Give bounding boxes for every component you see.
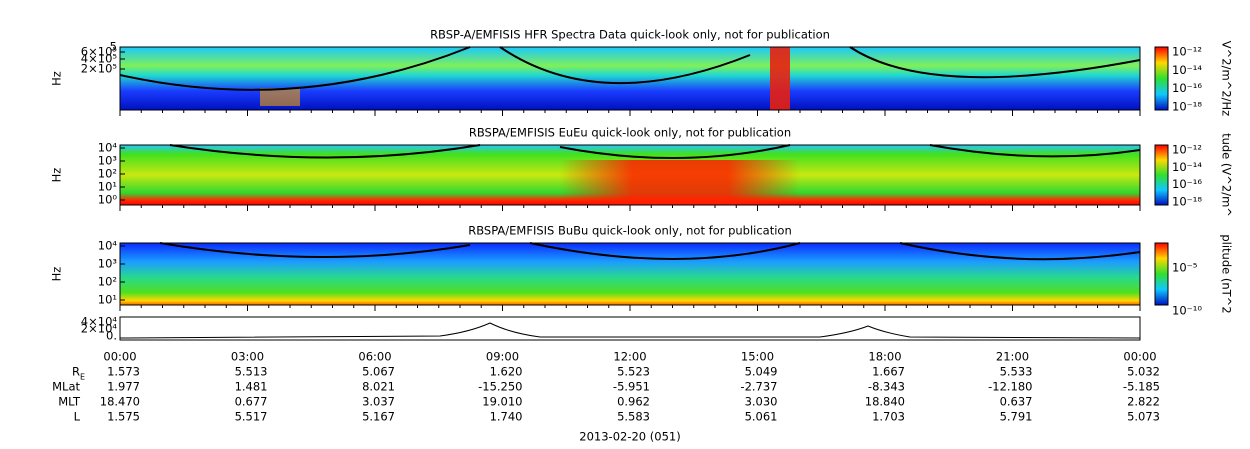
y-tick-label: 10³ bbox=[98, 257, 118, 271]
y-tick-label: 10² bbox=[98, 275, 117, 289]
ephemeris-value: 8.021 bbox=[362, 380, 395, 394]
ephemeris-value: 2.822 bbox=[1127, 395, 1160, 409]
ephemeris-value: 0.677 bbox=[235, 395, 268, 409]
y-axis-label: Hz bbox=[50, 267, 64, 282]
colorbar-tick-label: 10⁻¹⁸ bbox=[1172, 100, 1202, 114]
panel-title: RBSP-A/EMFISIS HFR Spectra Data quick-lo… bbox=[430, 28, 830, 42]
ephemeris-label-subscript: E bbox=[80, 373, 85, 382]
colorbar-tick-label: 10⁻¹⁴ bbox=[1172, 160, 1202, 174]
ephemeris-value: 1.481 bbox=[235, 380, 268, 394]
ephemeris-value: 5.791 bbox=[1000, 410, 1033, 424]
ephemeris-label: R bbox=[72, 365, 80, 379]
y-tick-label: 10² bbox=[98, 167, 117, 181]
ephemeris-value: 5.067 bbox=[362, 365, 395, 379]
ephemeris-value: -12.180 bbox=[988, 380, 1032, 394]
ephemeris-value: 5.583 bbox=[617, 410, 650, 424]
ephemeris-value: 0.962 bbox=[617, 395, 650, 409]
ephemeris-label: MLT bbox=[58, 395, 81, 409]
colorbar-tick-label: 10⁻¹⁶ bbox=[1172, 177, 1202, 191]
ephemeris-value: 1.667 bbox=[872, 365, 905, 379]
colorbar-tick-label: 10⁻¹⁸ bbox=[1172, 195, 1202, 209]
ephemeris-value: -15.250 bbox=[478, 380, 522, 394]
y-tick-label: 10⁰ bbox=[98, 193, 118, 207]
time-label: 18:00 bbox=[868, 350, 901, 364]
colorbar bbox=[1154, 242, 1169, 306]
ephemeris-value: 1.740 bbox=[490, 410, 523, 424]
y-tick-label: 10³ bbox=[98, 154, 118, 168]
panel-title: RBSPA/EMFISIS EuEu quick-look only, not … bbox=[469, 126, 791, 140]
y-tick-label: 5 bbox=[110, 40, 117, 54]
colorbar-tick-label: 10⁻¹² bbox=[1172, 45, 1202, 59]
y-axis-label: Hz bbox=[50, 71, 64, 86]
y-tick-label: 0. bbox=[106, 329, 117, 343]
ephemeris-value: 5.523 bbox=[617, 365, 650, 379]
ephemeris-label: MLat bbox=[52, 380, 80, 394]
ephemeris-value: -8.343 bbox=[868, 380, 905, 394]
y-tick-label: 10⁴ bbox=[98, 141, 118, 155]
ephemeris-value: 1.977 bbox=[107, 380, 140, 394]
colorbar-tick-label: 10⁻¹⁰ bbox=[1172, 304, 1202, 318]
ephemeris-value: -5.951 bbox=[613, 380, 650, 394]
ephemeris-value: -5.185 bbox=[1123, 380, 1160, 394]
time-label: 06:00 bbox=[358, 350, 391, 364]
y-tick-label: 10¹ bbox=[98, 180, 117, 194]
y-tick-label: 4×10⁴ bbox=[81, 315, 118, 329]
colorbar bbox=[1154, 46, 1169, 111]
ephemeris-value: 1.620 bbox=[490, 365, 523, 379]
colorbar-label: V^2/m^2/Hz bbox=[1220, 41, 1234, 116]
ephemeris-value: 18.470 bbox=[100, 395, 140, 409]
colorbar-tick-label: 10⁻⁵ bbox=[1172, 261, 1198, 275]
ephemeris-value: 1.573 bbox=[107, 365, 140, 379]
ephemeris-value: 5.513 bbox=[235, 365, 268, 379]
time-label: 00:00 bbox=[103, 350, 136, 364]
ephemeris-value: 1.703 bbox=[872, 410, 905, 424]
time-label: 03:00 bbox=[231, 350, 264, 364]
panel-title: RBSPA/EMFISIS BuBu quick-look only, not … bbox=[468, 224, 792, 238]
y-tick-label: 6×10⁵ bbox=[81, 45, 118, 59]
colorbar-tick-label: 10⁻¹⁴ bbox=[1172, 63, 1202, 77]
time-label: 21:00 bbox=[996, 350, 1029, 364]
time-label: 15:00 bbox=[741, 350, 774, 364]
y-tick-label: 4×10⁵ bbox=[81, 52, 118, 66]
y-tick-label: 10⁴ bbox=[98, 239, 118, 253]
y-tick-label: 10¹ bbox=[98, 293, 117, 307]
colorbar-tick-label: 10⁻¹² bbox=[1172, 143, 1202, 157]
y-axis-label: Hz bbox=[50, 168, 64, 183]
ephemeris-value: 5.167 bbox=[362, 410, 395, 424]
ephemeris-value: 5.061 bbox=[745, 410, 778, 424]
ephemeris-value: -2.737 bbox=[740, 380, 777, 394]
ephemeris-value: 1.575 bbox=[107, 410, 140, 424]
ephemeris-value: 3.037 bbox=[362, 395, 395, 409]
y-tick-label: 2×10⁵ bbox=[81, 62, 118, 76]
date-label: 2013-02-20 (051) bbox=[579, 430, 680, 444]
y-tick-label: 2×10⁴ bbox=[81, 322, 118, 336]
time-label: 00:00 bbox=[1123, 350, 1156, 364]
ephemeris-label: L bbox=[74, 410, 81, 424]
ephemeris-value: 3.030 bbox=[745, 395, 778, 409]
colorbar-tick-label: 10⁻¹⁶ bbox=[1172, 81, 1202, 95]
ephemeris-value: 19.010 bbox=[482, 395, 522, 409]
spectrogram-images bbox=[119, 46, 1141, 341]
ephemeris-value: 0.637 bbox=[1000, 395, 1033, 409]
colorbar bbox=[1154, 144, 1169, 206]
ephemeris-value: 5.032 bbox=[1127, 365, 1160, 379]
ephemeris-value: 18.840 bbox=[865, 395, 905, 409]
ephemeris-value: 5.533 bbox=[1000, 365, 1033, 379]
time-label: 12:00 bbox=[613, 350, 646, 364]
ephemeris-value: 5.049 bbox=[745, 365, 778, 379]
time-label: 09:00 bbox=[486, 350, 519, 364]
colorbar-label: plitude (nT^2 bbox=[1220, 234, 1234, 313]
ephemeris-value: 5.517 bbox=[235, 410, 268, 424]
ephemeris-value: 5.073 bbox=[1127, 410, 1160, 424]
colorbar-label: tude (V^2/m^ bbox=[1220, 133, 1234, 217]
